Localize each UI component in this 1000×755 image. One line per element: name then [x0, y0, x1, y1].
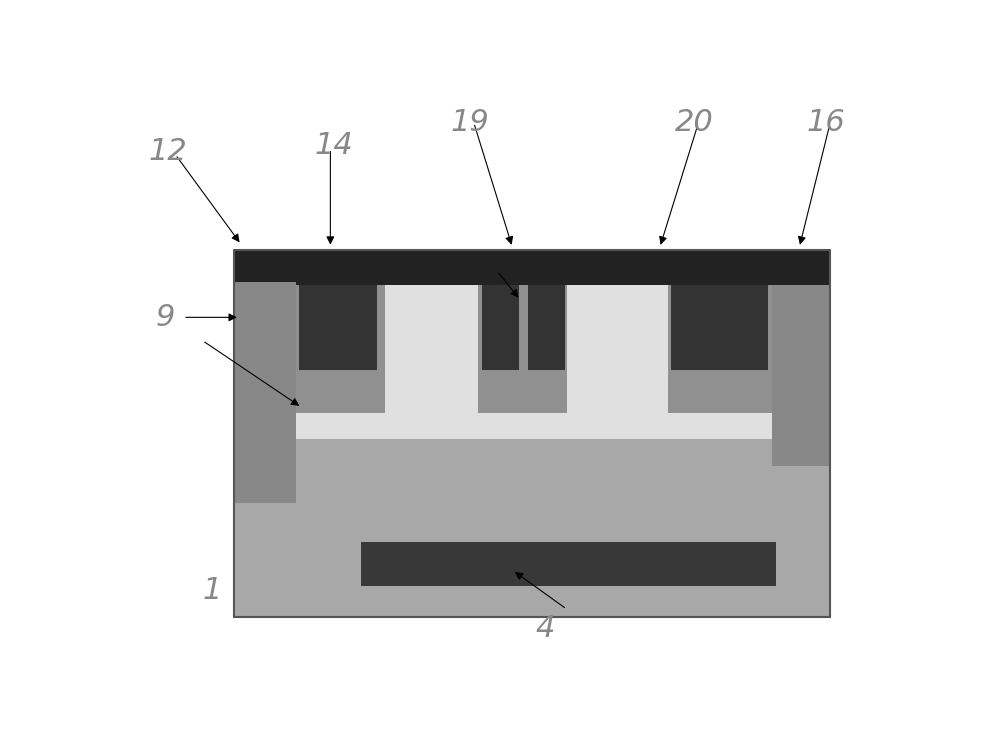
Bar	[234, 282, 830, 439]
Bar	[671, 285, 768, 370]
Text: 19: 19	[450, 108, 489, 137]
Bar	[528, 285, 565, 370]
Text: 1: 1	[202, 576, 222, 605]
Bar	[234, 282, 296, 504]
Bar	[482, 285, 519, 370]
Bar	[299, 285, 377, 370]
Bar	[772, 285, 830, 466]
Bar	[234, 251, 830, 285]
Text: 4: 4	[536, 614, 555, 643]
Bar	[478, 285, 567, 413]
Bar	[234, 436, 830, 617]
Bar	[234, 251, 830, 617]
Text: 12: 12	[148, 137, 187, 166]
Bar	[668, 285, 772, 413]
Bar	[296, 285, 385, 413]
Text: 20: 20	[675, 108, 714, 137]
Text: 16: 16	[807, 108, 846, 137]
Text: 14: 14	[315, 131, 354, 160]
Bar	[361, 542, 776, 586]
Text: 9: 9	[156, 303, 175, 332]
